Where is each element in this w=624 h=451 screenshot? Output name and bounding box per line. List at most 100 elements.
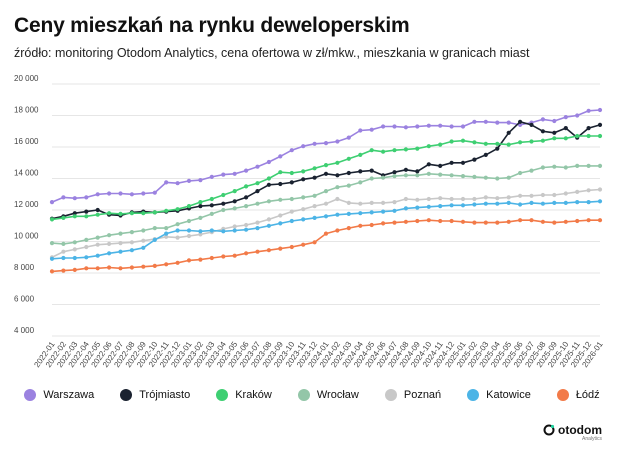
data-point-krakow xyxy=(529,139,534,144)
data-point-poznan xyxy=(164,234,169,239)
data-point-krakow xyxy=(301,169,306,174)
data-point-warszawa xyxy=(552,118,557,124)
data-point-lodz xyxy=(301,242,306,247)
data-point-trojmiasto xyxy=(244,195,249,200)
data-point-lodz xyxy=(369,222,374,228)
data-point-trojmiasto xyxy=(597,122,603,127)
data-point-wroclaw xyxy=(495,176,500,181)
data-point-poznan xyxy=(392,200,397,205)
data-point-warszawa xyxy=(312,141,317,146)
data-point-krakow xyxy=(346,156,351,161)
data-point-warszawa xyxy=(381,124,386,129)
data-point-warszawa xyxy=(575,113,580,118)
data-point-lodz xyxy=(232,253,237,258)
data-point-lodz xyxy=(164,262,169,267)
data-point-krakow xyxy=(506,142,511,147)
data-point-warszawa xyxy=(289,148,294,153)
legend-marker xyxy=(467,389,480,401)
data-point-poznan xyxy=(483,195,488,200)
data-point-lodz xyxy=(540,219,546,224)
data-point-wroclaw xyxy=(72,240,77,245)
legend-marker xyxy=(384,389,397,401)
data-point-krakow xyxy=(129,211,134,216)
data-point-wroclaw xyxy=(84,237,89,242)
data-point-warszawa xyxy=(460,124,466,129)
data-point-trojmiasto xyxy=(232,199,237,204)
data-point-lodz xyxy=(346,226,351,231)
data-point-katowice xyxy=(529,200,534,205)
data-point-poznan xyxy=(141,238,146,243)
legend-marker xyxy=(297,389,310,401)
data-point-warszawa xyxy=(61,195,66,200)
chart-title: Ceny mieszkań na rynku deweloperskim xyxy=(14,14,410,37)
data-point-krakow xyxy=(575,133,580,139)
data-point-krakow xyxy=(540,138,546,143)
data-point-lodz xyxy=(289,244,294,250)
data-point-lodz xyxy=(483,220,488,225)
data-point-lodz xyxy=(597,218,603,223)
data-point-poznan xyxy=(358,201,363,206)
data-point-wroclaw xyxy=(323,189,329,194)
data-point-katowice xyxy=(323,214,329,219)
data-point-katowice xyxy=(186,228,192,233)
data-point-krakow xyxy=(72,214,77,219)
data-point-poznan xyxy=(255,220,260,225)
data-point-warszawa xyxy=(483,119,488,124)
data-point-warszawa xyxy=(540,117,546,122)
data-point-warszawa xyxy=(118,191,123,196)
data-point-trojmiasto xyxy=(301,177,306,182)
data-point-katowice xyxy=(381,209,386,214)
data-point-lodz xyxy=(575,218,580,224)
data-point-wroclaw xyxy=(415,173,420,178)
data-point-poznan xyxy=(72,247,77,252)
data-point-lodz xyxy=(186,258,192,263)
legend-marker xyxy=(556,389,569,401)
legend-marker xyxy=(216,389,229,401)
data-point-warszawa xyxy=(186,178,192,183)
legend-item: Katowice xyxy=(467,389,531,401)
data-point-wroclaw xyxy=(346,183,351,188)
legend-label: Katowice xyxy=(486,389,531,401)
data-point-warszawa xyxy=(346,135,351,140)
data-point-warszawa xyxy=(107,191,112,196)
data-point-lodz xyxy=(221,254,226,259)
data-point-krakow xyxy=(118,211,123,216)
data-point-krakow xyxy=(152,210,157,215)
legend-item: Kraków xyxy=(216,389,272,401)
data-point-warszawa xyxy=(198,178,203,183)
data-point-lodz xyxy=(335,228,340,233)
data-point-trojmiasto xyxy=(346,170,351,176)
data-point-trojmiasto xyxy=(358,169,363,174)
data-point-poznan xyxy=(186,233,192,239)
data-point-katowice xyxy=(152,237,157,242)
data-point-poznan xyxy=(346,200,351,205)
data-point-poznan xyxy=(449,196,454,202)
data-point-lodz xyxy=(358,223,363,228)
data-point-poznan xyxy=(529,193,534,198)
data-point-trojmiasto xyxy=(289,180,294,185)
data-point-warszawa xyxy=(255,164,260,169)
data-point-katowice xyxy=(495,201,500,206)
data-point-poznan xyxy=(107,241,112,246)
data-point-warszawa xyxy=(472,119,477,124)
data-point-katowice xyxy=(301,217,306,222)
otodom-logo-subtext: Analytics xyxy=(581,436,602,442)
data-point-warszawa xyxy=(72,196,77,201)
data-point-wroclaw xyxy=(381,175,386,180)
data-point-wroclaw xyxy=(529,168,534,173)
y-tick-label: 14 000 xyxy=(14,169,39,178)
data-point-trojmiasto xyxy=(255,189,260,194)
data-point-krakow xyxy=(198,200,203,205)
data-point-katowice xyxy=(586,200,591,205)
data-point-lodz xyxy=(415,218,420,224)
data-point-poznan xyxy=(61,249,66,254)
data-point-krakow xyxy=(495,141,500,146)
data-point-warszawa xyxy=(392,124,397,129)
data-point-katowice xyxy=(540,201,546,206)
data-point-wroclaw xyxy=(255,201,260,206)
y-tick-label: 20 000 xyxy=(14,74,39,83)
data-point-warszawa xyxy=(84,195,89,200)
data-point-poznan xyxy=(552,192,557,198)
data-point-poznan xyxy=(575,189,580,194)
data-point-trojmiasto xyxy=(460,160,466,165)
